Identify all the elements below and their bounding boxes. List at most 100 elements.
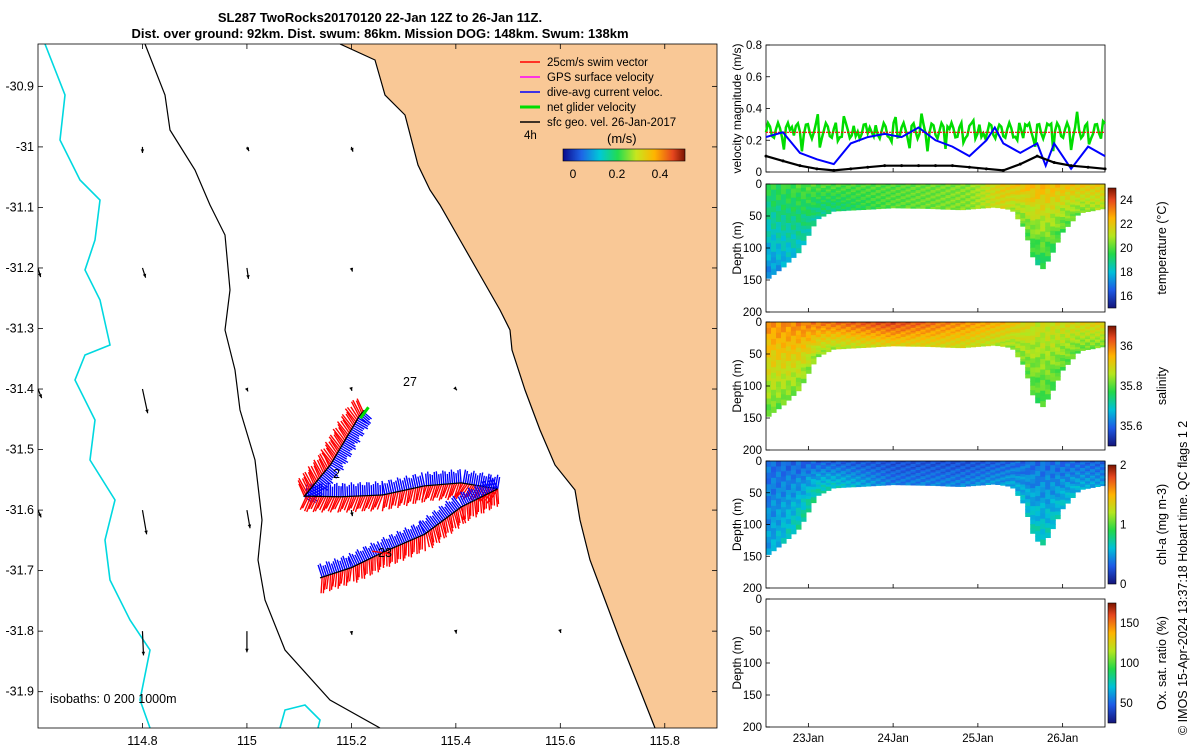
chlorophyll-cell	[915, 461, 922, 464]
salinity-cell	[865, 336, 872, 339]
salinity-cell	[825, 325, 832, 329]
salinity-cell	[995, 327, 1001, 330]
salinity-cell	[840, 323, 847, 326]
salinity-cell	[1060, 325, 1066, 329]
temperature-cell	[920, 196, 927, 199]
salinity-cell	[845, 325, 852, 328]
salinity-cell	[1025, 336, 1031, 341]
temperature-cell	[1100, 202, 1106, 205]
temperature-cell	[940, 191, 947, 194]
chlorophyll-cell	[781, 496, 787, 503]
temperature-cell	[776, 259, 782, 266]
temperature-cell	[890, 185, 897, 188]
salinity-cell	[781, 327, 787, 333]
salinity-cell	[815, 352, 822, 355]
temperature-cell	[1090, 193, 1096, 197]
chlorophyll-cell	[850, 473, 857, 476]
temperature-cell	[860, 206, 867, 209]
salinity-cell	[950, 337, 957, 340]
salinity-cell	[975, 335, 981, 338]
temperature-cell	[840, 205, 847, 208]
temperature-cell	[1050, 218, 1056, 223]
salinity-cell	[900, 329, 907, 332]
temperature-cell	[970, 188, 976, 191]
chlorophyll-cell	[1060, 481, 1066, 486]
temperature-cell	[1015, 216, 1021, 220]
salinity-cell	[965, 326, 971, 329]
salinity-cell	[1000, 340, 1006, 343]
temperature-cell	[1065, 221, 1071, 225]
salinity-cell	[1035, 337, 1041, 343]
salinity-cell	[940, 329, 947, 332]
chlorophyll-cell	[815, 482, 822, 486]
temperature-cell	[850, 192, 857, 195]
salinity-cell	[830, 335, 837, 338]
salinity-cell	[835, 330, 842, 333]
temperature-cell	[905, 200, 912, 203]
chlorophyll-cell	[835, 472, 842, 475]
temperature-cell	[795, 226, 802, 232]
chlorophyll-cell	[885, 478, 892, 481]
temperature-cell	[776, 238, 782, 245]
chlorophyll-cell	[885, 480, 892, 483]
chlorophyll-cell	[875, 483, 882, 486]
salinity-cell	[1025, 363, 1031, 368]
temperature-cell	[850, 198, 857, 201]
temperature-cell	[950, 206, 957, 209]
temperature-cell	[870, 193, 877, 196]
temperature-cell	[935, 201, 942, 204]
temperature-cell	[850, 203, 857, 206]
salinity-cell	[865, 325, 872, 328]
salinity-cell	[925, 329, 932, 332]
temperature-cell	[945, 187, 952, 190]
chlorophyll-cell	[825, 466, 832, 469]
temperature-cell	[930, 200, 937, 203]
chlorophyll-cell	[1070, 481, 1076, 485]
temperature-cell	[945, 206, 952, 209]
temperature-cell	[1050, 209, 1056, 215]
salinity-cell	[815, 345, 822, 349]
temperature-cell	[995, 197, 1001, 200]
chlorophyll-cell	[985, 474, 991, 477]
map-y-tick-label: -31.8	[6, 624, 35, 638]
temperature-cell	[771, 212, 777, 219]
chlorophyll-cell	[1050, 490, 1056, 496]
temperature-cell	[915, 190, 922, 193]
salinity-cell	[1015, 335, 1021, 338]
salinity-cell	[860, 336, 867, 339]
salinity-cell	[850, 346, 857, 349]
salinity-cell	[970, 339, 976, 342]
temperature-cell	[1050, 196, 1056, 202]
salinity-cell	[965, 328, 971, 331]
track-label-23: 23	[378, 546, 392, 560]
temperature-cell	[1085, 209, 1091, 212]
temperature-cell	[920, 188, 927, 191]
salinity-cell	[1085, 346, 1091, 349]
chlorophyll-cell	[880, 471, 887, 474]
temperature-cell	[885, 205, 892, 208]
chlorophyll-cell	[905, 461, 912, 464]
salinity-cell	[1065, 345, 1071, 349]
chlorophyll-cell	[920, 467, 927, 470]
temperature-cell	[850, 201, 857, 204]
geo-arrow	[246, 509, 252, 529]
salinity-cell	[1020, 361, 1026, 365]
chlorophyll-cell	[1100, 476, 1106, 479]
chlorophyll-cell	[840, 485, 847, 488]
salinity-cell	[1055, 351, 1061, 356]
chlorophyll-cell	[885, 465, 892, 468]
temperature-cell	[870, 187, 877, 190]
temperature-cell	[830, 194, 837, 197]
temperature-cell	[1035, 254, 1041, 261]
salinity-cell	[995, 330, 1001, 333]
chlorophyll-cell	[945, 475, 952, 478]
temperature-cell	[850, 188, 857, 192]
temperature-cell	[910, 193, 917, 196]
temperature-cell	[935, 194, 942, 197]
salinity-cell	[1045, 365, 1051, 371]
salinity-cell	[915, 341, 922, 344]
chlorophyll-cell	[1005, 482, 1011, 485]
salinity-colorbar	[1107, 325, 1117, 447]
chlorophyll-cell	[955, 483, 961, 486]
chlorophyll-cell	[1015, 471, 1021, 475]
